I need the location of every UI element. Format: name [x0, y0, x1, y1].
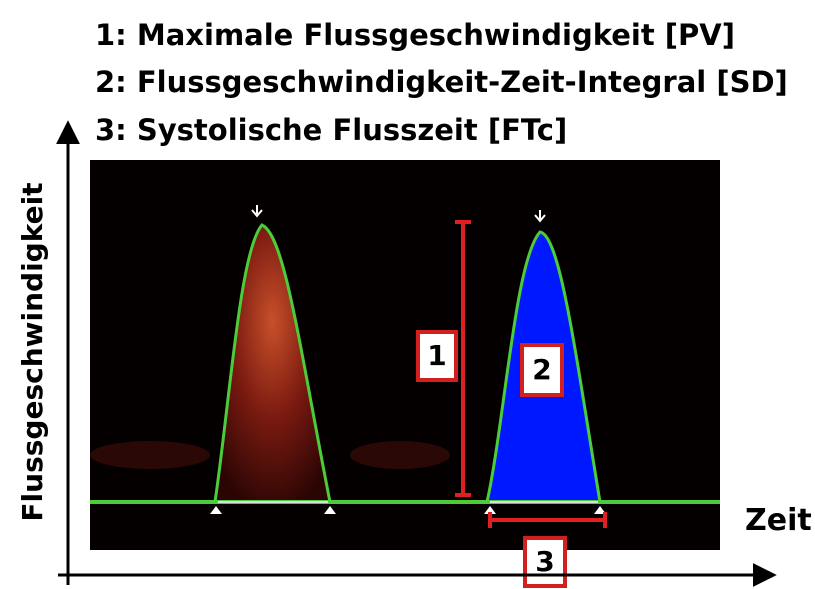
legend-line: 1: Maximale Flussgeschwindigkeit [PV]: [95, 18, 735, 52]
doppler-image: [90, 160, 720, 550]
legend-line: 3: Systolische Flusszeit [FTc]: [95, 113, 567, 147]
marker-label: 3: [535, 545, 554, 578]
noise: [350, 441, 450, 469]
page: 1: Maximale Flussgeschwindigkeit [PV] 2:…: [0, 0, 815, 589]
marker-label: 1: [427, 339, 446, 372]
legend-line: 2: Flussgeschwindigkeit-Zeit-Integral [S…: [95, 65, 788, 99]
diagram: 1: Maximale Flussgeschwindigkeit [PV] 2:…: [0, 0, 815, 589]
x-axis-label: Zeit: [745, 503, 812, 538]
y-axis-label: Flussgeschwindigkeit: [16, 182, 49, 521]
marker-label: 2: [532, 353, 551, 386]
noise: [90, 441, 210, 469]
